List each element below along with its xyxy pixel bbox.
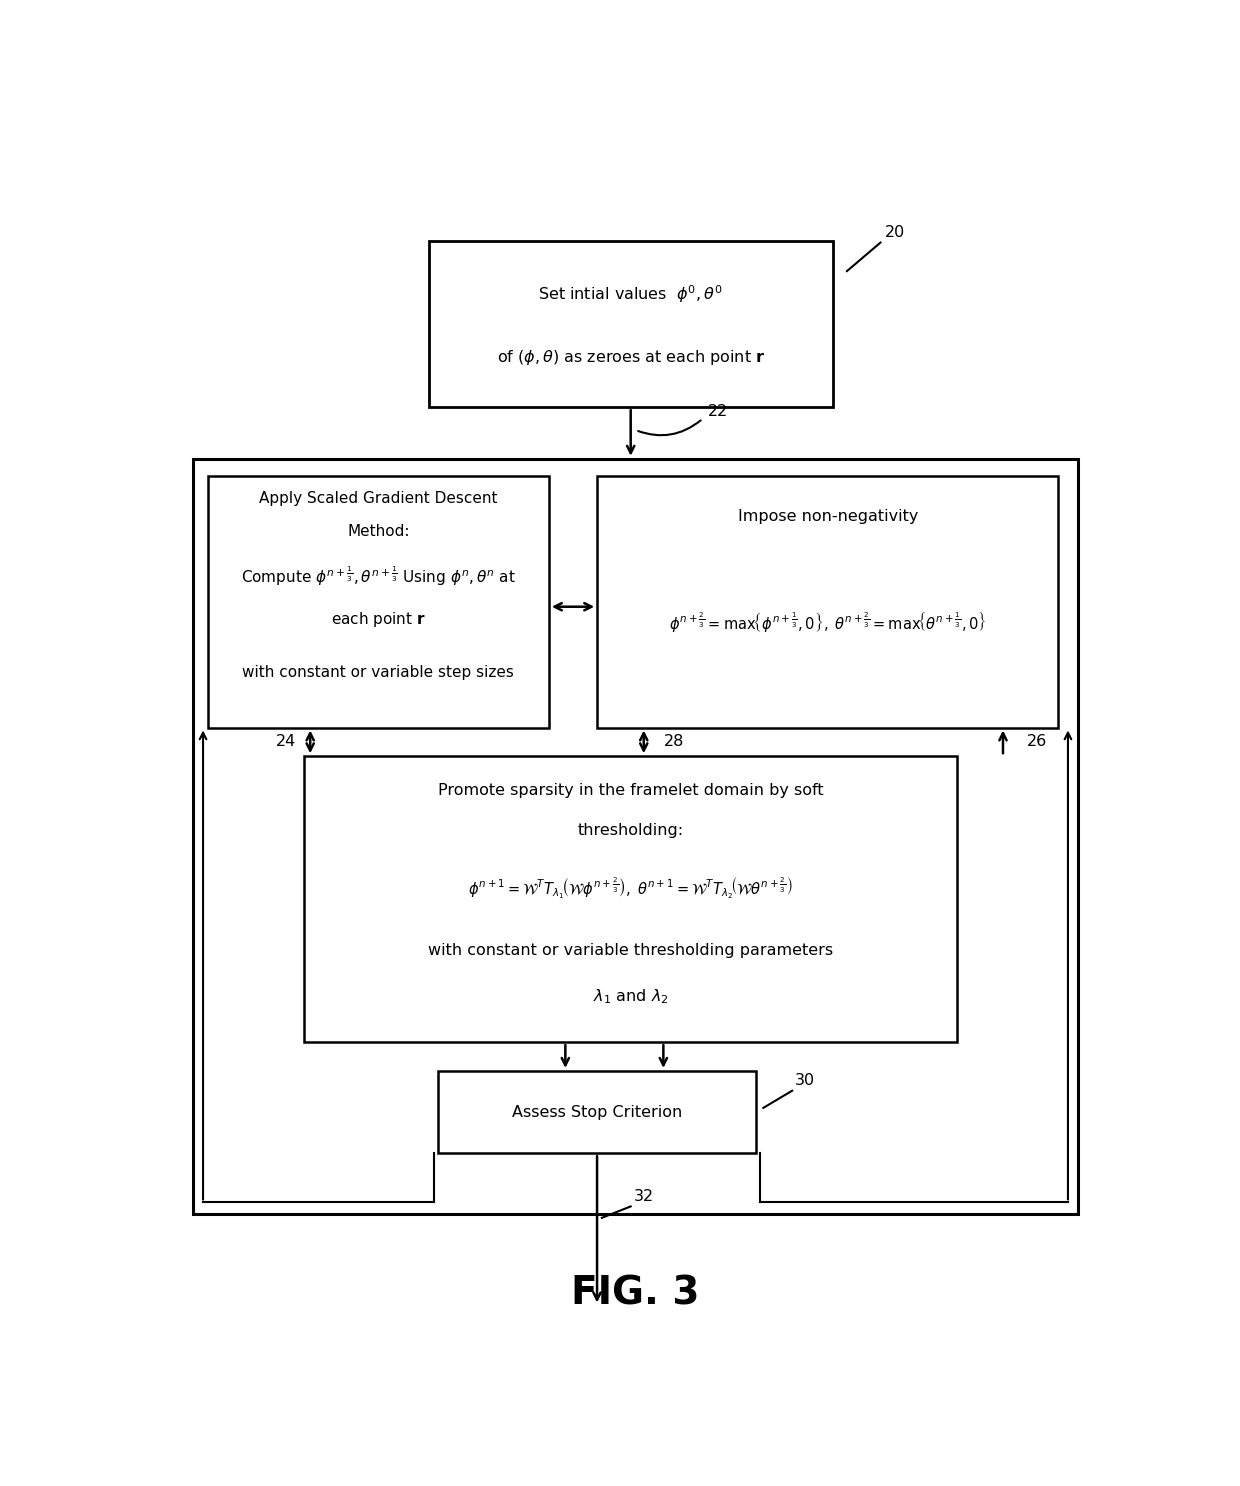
Bar bbox=[439, 1071, 755, 1153]
Bar bbox=[429, 241, 832, 407]
Text: of $(\phi, \theta)$ as zeroes at each point $\mathbf{r}$: of $(\phi, \theta)$ as zeroes at each po… bbox=[496, 348, 765, 367]
Text: FIG. 3: FIG. 3 bbox=[572, 1275, 699, 1314]
Text: with constant or variable thresholding parameters: with constant or variable thresholding p… bbox=[428, 944, 833, 958]
Text: thresholding:: thresholding: bbox=[578, 823, 683, 838]
Bar bbox=[193, 459, 1078, 1214]
Text: 28: 28 bbox=[665, 734, 684, 749]
Text: 32: 32 bbox=[634, 1189, 653, 1204]
Text: Impose non-negativity: Impose non-negativity bbox=[738, 508, 918, 523]
Text: 20: 20 bbox=[885, 226, 905, 241]
Text: 24: 24 bbox=[277, 734, 296, 749]
Text: Compute $\phi^{n+\frac{1}{3}}, \theta^{n+\frac{1}{3}}$ Using $\phi^n, \theta^n$ : Compute $\phi^{n+\frac{1}{3}}, \theta^{n… bbox=[241, 565, 516, 588]
Text: Assess Stop Criterion: Assess Stop Criterion bbox=[512, 1104, 682, 1119]
Bar bbox=[304, 756, 957, 1042]
Text: $\phi^{n+\frac{2}{3}} = \max\!\left\{\phi^{n+\frac{1}{3}}, 0\right\},\;$$\theta^: $\phi^{n+\frac{2}{3}} = \max\!\left\{\ph… bbox=[668, 609, 987, 635]
Text: Apply Scaled Gradient Descent: Apply Scaled Gradient Descent bbox=[259, 490, 497, 505]
Text: with constant or variable step sizes: with constant or variable step sizes bbox=[243, 664, 515, 679]
Text: Promote sparsity in the framelet domain by soft: Promote sparsity in the framelet domain … bbox=[438, 783, 823, 798]
Bar bbox=[596, 476, 1058, 728]
Text: Method:: Method: bbox=[347, 523, 409, 539]
Bar bbox=[208, 476, 549, 728]
Text: each point $\mathbf{r}$: each point $\mathbf{r}$ bbox=[331, 609, 425, 629]
Text: 22: 22 bbox=[708, 404, 728, 419]
Text: $\phi^{n+1} = \mathcal{W}^T T_{\lambda_1}\!\left(\mathcal{W}\phi^{n+\frac{2}{3}}: $\phi^{n+1} = \mathcal{W}^T T_{\lambda_1… bbox=[469, 875, 794, 901]
Text: Set intial values  $\phi^0, \theta^0$: Set intial values $\phi^0, \theta^0$ bbox=[538, 284, 723, 305]
Text: $\lambda_1$ and $\lambda_2$: $\lambda_1$ and $\lambda_2$ bbox=[593, 987, 668, 1006]
Text: 30: 30 bbox=[795, 1073, 815, 1088]
Text: 26: 26 bbox=[1027, 734, 1048, 749]
